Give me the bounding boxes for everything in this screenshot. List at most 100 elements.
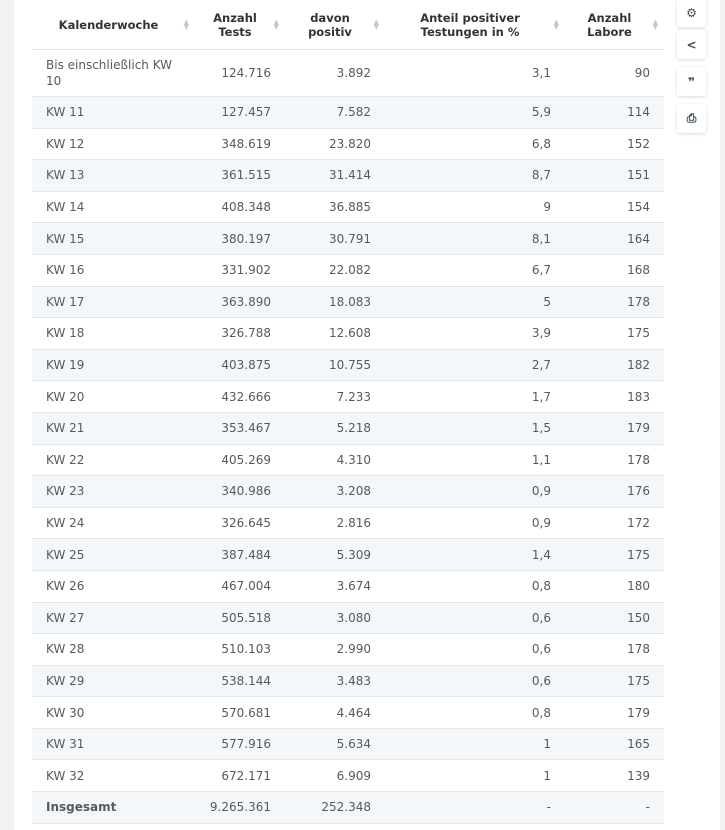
table-row: KW 19 403.875 10.755 2,7 182 bbox=[32, 349, 664, 382]
cell-anzahl-labore: 179 bbox=[565, 696, 664, 729]
gear-icon: ⚙ bbox=[686, 5, 697, 20]
cell-anzahl-tests: 467.004 bbox=[195, 570, 285, 603]
cell-davon-positiv: 4.464 bbox=[285, 696, 385, 729]
cell-anteil-positiv: 1 bbox=[385, 759, 565, 793]
cell-anteil-positiv: 0,9 bbox=[385, 507, 565, 540]
table-row: KW 27 505.518 3.080 0,6 150 bbox=[32, 602, 664, 635]
cell-anteil-positiv: 0,6 bbox=[385, 665, 565, 698]
cell-anzahl-tests: 505.518 bbox=[195, 602, 285, 635]
cell-davon-positiv: 6.909 bbox=[285, 759, 385, 793]
cell-kalenderwoche: KW 11 bbox=[32, 96, 195, 129]
cell-kalenderwoche: KW 25 bbox=[32, 538, 195, 571]
table-row: KW 14 408.348 36.885 9 154 bbox=[32, 191, 664, 224]
cell-davon-positiv: 3.208 bbox=[285, 475, 385, 508]
column-header-anzahl-labore[interactable]: Anzahl Labore ▲ ▼ bbox=[565, 0, 664, 50]
cell-kalenderwoche: KW 15 bbox=[32, 222, 195, 255]
column-header-davon-positiv[interactable]: davon positiv ▲ ▼ bbox=[285, 0, 385, 50]
cell-kalenderwoche: KW 30 bbox=[32, 696, 195, 729]
cell-anzahl-labore: 183 bbox=[565, 380, 664, 413]
cell-kalenderwoche: KW 14 bbox=[32, 191, 195, 224]
cell-davon-positiv: 36.885 bbox=[285, 191, 385, 224]
sort-icon[interactable]: ▲ ▼ bbox=[273, 17, 279, 31]
cell-anzahl-labore: 172 bbox=[565, 507, 664, 540]
cell-anteil-positiv: 0,8 bbox=[385, 696, 565, 729]
table-row: KW 11 127.457 7.582 5,9 114 bbox=[32, 96, 664, 129]
cell-kalenderwoche: KW 21 bbox=[32, 412, 195, 445]
cell-anzahl-tests: 340.986 bbox=[195, 475, 285, 508]
statistic-card: Kalenderwoche ▲ ▼ Anzahl Tests ▲ ▼ davon posit… bbox=[14, 0, 720, 830]
cell-anzahl-labore: 178 bbox=[565, 444, 664, 477]
column-header-anzahl-tests[interactable]: Anzahl Tests ▲ ▼ bbox=[195, 0, 285, 50]
cell-anzahl-labore: 176 bbox=[565, 475, 664, 508]
cell-davon-positiv: 23.820 bbox=[285, 128, 385, 161]
cell-anteil-positiv: 6,8 bbox=[385, 128, 565, 161]
table-row: KW 23 340.986 3.208 0,9 176 bbox=[32, 475, 664, 508]
gear-button[interactable]: ⚙ bbox=[677, 0, 706, 27]
cell-anzahl-tests: 331.902 bbox=[195, 254, 285, 287]
table-row: KW 32 672.171 6.909 1 139 bbox=[32, 759, 664, 793]
cell-anzahl-labore: 150 bbox=[565, 602, 664, 635]
cell-anteil-positiv: 6,7 bbox=[385, 254, 565, 287]
cell-anzahl-labore: 175 bbox=[565, 538, 664, 571]
cell-anteil-positiv: 1,1 bbox=[385, 444, 565, 477]
table-row: KW 24 326.645 2.816 0,9 172 bbox=[32, 507, 664, 540]
cell-anzahl-labore: 180 bbox=[565, 570, 664, 603]
cell-anzahl-tests: 510.103 bbox=[195, 633, 285, 666]
column-header-label: davon positiv bbox=[308, 10, 352, 39]
total-row: Insgesamt 9.265.361 252.348- - bbox=[32, 791, 664, 824]
sort-icon[interactable]: ▲ ▼ bbox=[652, 17, 658, 31]
cell-kalenderwoche: KW 16 bbox=[32, 254, 195, 287]
table-row: KW 26 467.004 3.674 0,8 180 bbox=[32, 570, 664, 603]
cell-anteil-positiv: 2,7 bbox=[385, 349, 565, 382]
sort-icon[interactable]: ▲ ▼ bbox=[553, 17, 559, 31]
cell-kalenderwoche: KW 12 bbox=[32, 128, 195, 161]
cell-anteil-positiv: 0,9 bbox=[385, 475, 565, 508]
cell-anteil-positiv: 3,9 bbox=[385, 317, 565, 350]
cell-anzahl-labore: 182 bbox=[565, 349, 664, 382]
cell-kalenderwoche: KW 22 bbox=[32, 444, 195, 477]
cell-kalenderwoche: KW 28 bbox=[32, 633, 195, 666]
cell-davon-positiv: 3.483 bbox=[285, 665, 385, 698]
cell-kalenderwoche: KW 27 bbox=[32, 602, 195, 635]
column-header-label: Kalenderwoche bbox=[58, 17, 159, 32]
cell-anzahl-labore: 175 bbox=[565, 317, 664, 350]
cell-anzahl-labore: 151 bbox=[565, 159, 664, 192]
cell-kalenderwoche: KW 13 bbox=[32, 159, 195, 192]
cell-anteil-positiv: 8,1 bbox=[385, 222, 565, 255]
table-row: KW 20 432.666 7.233 1,7 183 bbox=[32, 380, 664, 413]
cell-anzahl-tests: 353.467 bbox=[195, 412, 285, 445]
cell-anteil-positiv: 1,5 bbox=[385, 412, 565, 445]
print-button[interactable]: ⎙ bbox=[677, 104, 706, 133]
cell-anzahl-tests: 570.681 bbox=[195, 696, 285, 729]
cell-davon-positiv: 5.634 bbox=[285, 728, 385, 761]
cell-kalenderwoche: KW 19 bbox=[32, 349, 195, 382]
table-row: Bis einschließlich KW 10 124.716 3.892 3,1 9… bbox=[32, 49, 664, 97]
quote-button[interactable]: ❞ bbox=[677, 67, 706, 96]
sort-icon[interactable]: ▲ ▼ bbox=[183, 17, 189, 31]
cell-kalenderwoche: KW 26 bbox=[32, 570, 195, 603]
cell-anzahl-tests: 380.197 bbox=[195, 222, 285, 255]
cell-anzahl-labore: 179 bbox=[565, 412, 664, 445]
table-row: KW 18 326.788 12.608 3,9 175 bbox=[32, 317, 664, 350]
cell-anzahl-tests: 361.515 bbox=[195, 159, 285, 192]
cell-anzahl-tests: 124.716 bbox=[195, 49, 285, 97]
cell-anzahl-labore: 168 bbox=[565, 254, 664, 287]
cell-anteil-positiv: 5 bbox=[385, 286, 565, 319]
column-header-anteil-positiv[interactable]: Anteil positiver Testungen in % ▲ ▼ bbox=[385, 0, 565, 50]
table-row: KW 22 405.269 4.310 1,1 178 bbox=[32, 444, 664, 477]
cell-davon-positiv: 252.348 bbox=[285, 791, 385, 824]
cell-anzahl-labore: 154 bbox=[565, 191, 664, 224]
cell-davon-positiv: 22.082 bbox=[285, 254, 385, 287]
table-row: KW 29 538.144 3.483 0,6 175 bbox=[32, 665, 664, 698]
share-button[interactable]: < bbox=[677, 30, 706, 59]
cell-davon-positiv: 30.791 bbox=[285, 222, 385, 255]
cell-anteil-positiv: 0,6 bbox=[385, 633, 565, 666]
sort-icon[interactable]: ▲ ▼ bbox=[373, 17, 379, 31]
cell-anteil-positiv: 9 bbox=[385, 191, 565, 224]
cell-kalenderwoche: KW 23 bbox=[32, 475, 195, 508]
cell-anzahl-labore: 139 bbox=[565, 759, 664, 793]
cell-davon-positiv: 18.083 bbox=[285, 286, 385, 319]
cell-anzahl-labore: 164 bbox=[565, 222, 664, 255]
cell-anzahl-labore: - bbox=[565, 791, 664, 824]
column-header-kalenderwoche[interactable]: Kalenderwoche ▲ ▼ bbox=[32, 0, 195, 50]
